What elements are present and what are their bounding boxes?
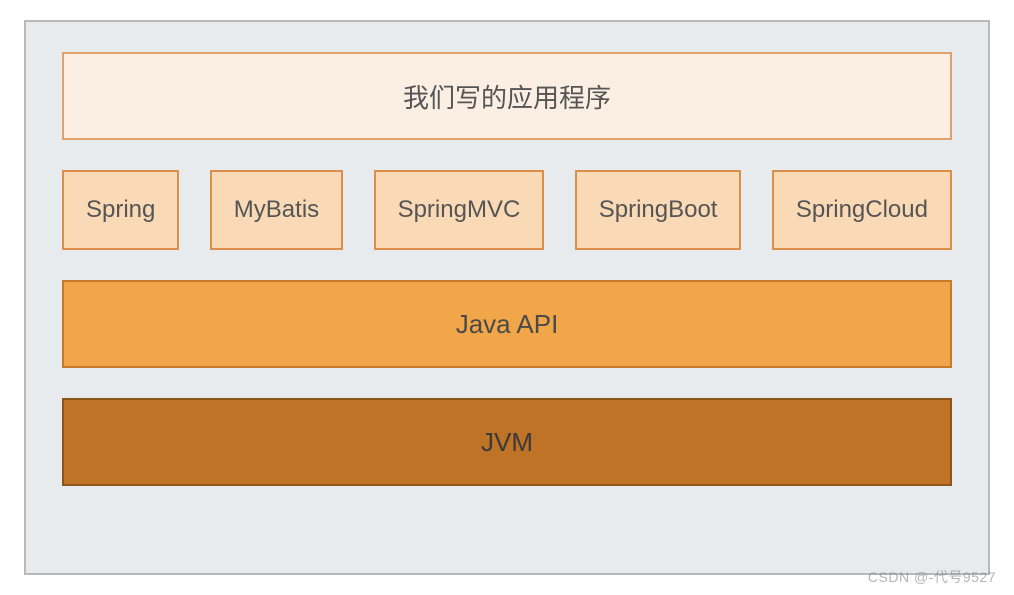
jvm-layer: JVM: [62, 398, 952, 486]
architecture-diagram: 我们写的应用程序 Spring MyBatis SpringMVC Spring…: [24, 20, 990, 575]
watermark-text: CSDN @-代号9527: [868, 567, 996, 587]
framework-springcloud: SpringCloud: [772, 170, 952, 250]
framework-springmvc: SpringMVC: [374, 170, 545, 250]
java-api-layer: Java API: [62, 280, 952, 368]
frameworks-row: Spring MyBatis SpringMVC SpringBoot Spri…: [62, 170, 952, 250]
framework-spring: Spring: [62, 170, 179, 250]
framework-mybatis: MyBatis: [210, 170, 343, 250]
framework-springboot: SpringBoot: [575, 170, 742, 250]
app-layer: 我们写的应用程序: [62, 52, 952, 140]
